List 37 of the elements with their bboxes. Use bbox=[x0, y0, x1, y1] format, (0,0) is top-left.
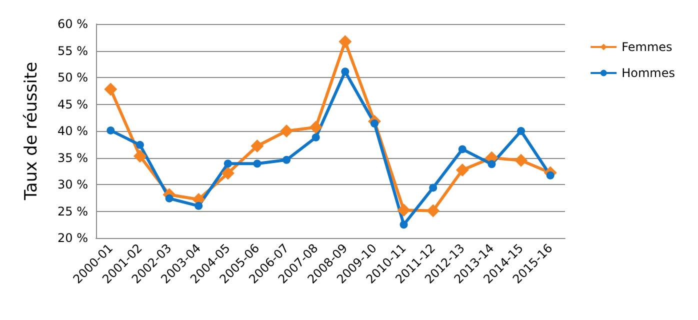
point bbox=[253, 160, 262, 168]
point bbox=[517, 127, 526, 135]
point bbox=[312, 133, 320, 142]
point bbox=[282, 156, 291, 164]
point bbox=[488, 160, 496, 168]
point bbox=[133, 150, 146, 163]
point bbox=[397, 204, 410, 217]
y-tick-label: 30 % bbox=[58, 178, 88, 192]
y-tick-label: 50 % bbox=[58, 70, 88, 84]
point bbox=[250, 139, 264, 152]
point bbox=[458, 145, 466, 154]
point bbox=[280, 124, 294, 138]
point bbox=[106, 126, 115, 134]
point bbox=[221, 166, 234, 180]
y-axis-title: Taux de réussite bbox=[22, 62, 42, 202]
point bbox=[338, 35, 352, 48]
point bbox=[309, 120, 322, 134]
point bbox=[224, 160, 232, 168]
point bbox=[400, 220, 408, 229]
point bbox=[341, 68, 350, 76]
point bbox=[136, 140, 144, 149]
y-tick-label: 20 % bbox=[58, 231, 88, 245]
point bbox=[514, 154, 528, 167]
point bbox=[426, 204, 440, 218]
y-tick-label: 35 % bbox=[58, 150, 88, 165]
y-tick-label: 40 % bbox=[58, 124, 88, 138]
y-tick-label: 55 % bbox=[58, 44, 88, 58]
point bbox=[104, 82, 118, 96]
point bbox=[194, 202, 203, 210]
legend-label: Femmes bbox=[622, 40, 672, 54]
legend-label: Hommes bbox=[622, 66, 676, 80]
point bbox=[165, 194, 174, 202]
point bbox=[429, 184, 438, 192]
y-tick-label: 25 % bbox=[58, 204, 88, 218]
y-tick-label: 45 % bbox=[58, 97, 88, 112]
y-tick-label: 60 % bbox=[58, 17, 88, 31]
point bbox=[456, 164, 469, 177]
